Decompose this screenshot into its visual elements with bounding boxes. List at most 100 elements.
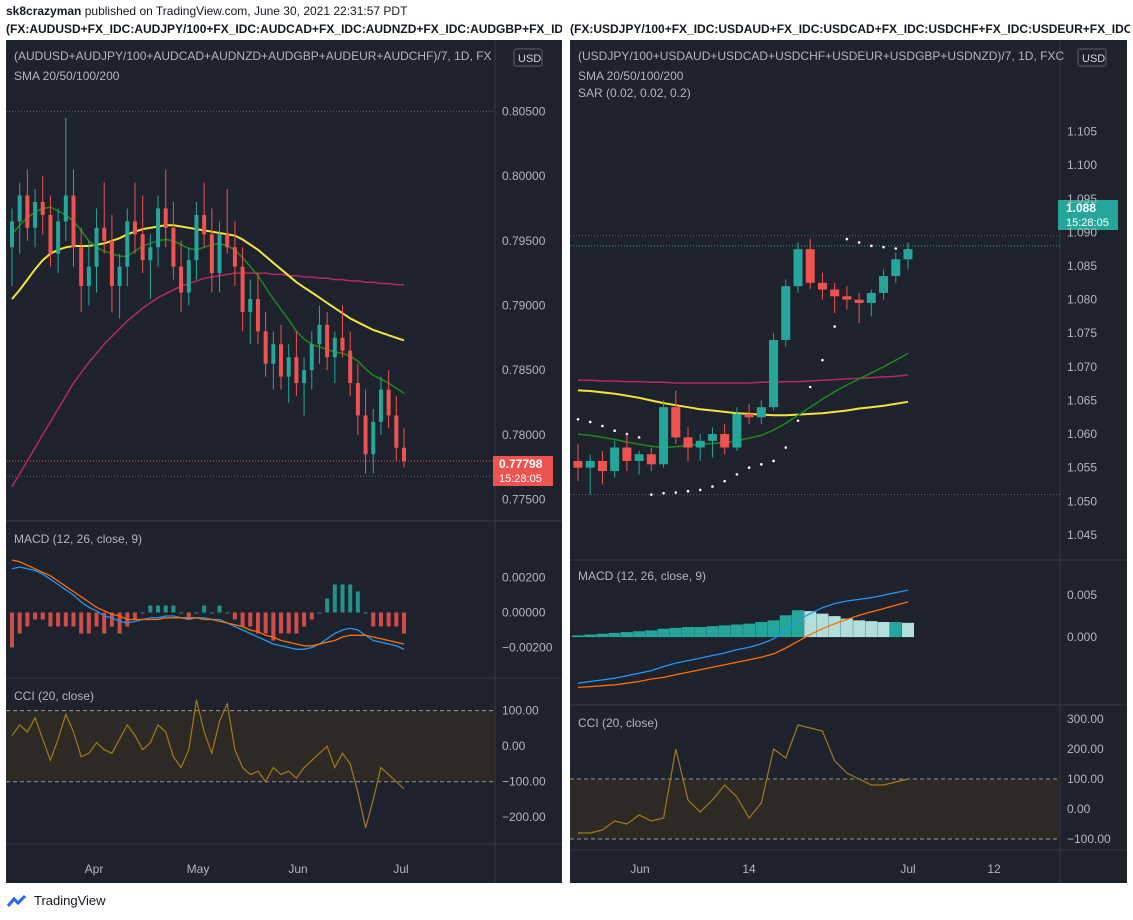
right-sar-dot — [576, 417, 580, 421]
right-macd-hist-bar — [584, 634, 597, 638]
left-price-badge — [493, 456, 553, 486]
right-candle-body — [756, 407, 766, 418]
left-macd-hist-bar — [109, 612, 114, 627]
right-sar-dot — [894, 247, 898, 250]
left-macd-hist-bar — [348, 584, 353, 613]
right-sar-dot — [613, 429, 616, 433]
right-time-label: 14 — [742, 862, 756, 876]
right-candle-body — [597, 460, 607, 472]
right-price-tick-label: 1.105 — [1067, 125, 1097, 139]
right-candle-body — [744, 413, 754, 418]
right-cci-band — [570, 779, 1060, 839]
left-candle-body — [156, 208, 161, 248]
right-candle-body — [610, 447, 620, 472]
left-macd-hist-bar — [402, 612, 406, 634]
right-sar-dot — [845, 237, 849, 241]
right-macd-hist-bar — [633, 631, 646, 638]
left-candle-body — [194, 214, 199, 261]
left-currency-badge[interactable] — [513, 48, 543, 67]
right-cci-tick-label: 0.00 — [1067, 802, 1091, 816]
right-tab-title: (FX:USDJPY/100+FX_IDC:USDAUD+FX_IDC:USDC… — [570, 22, 1130, 36]
left-candle-body — [63, 195, 68, 222]
left-macd-tick-label: 0.00200 — [502, 571, 546, 585]
left-candle-body — [240, 266, 245, 312]
right-candle-body — [854, 299, 864, 303]
left-macd-hist-bar — [163, 605, 168, 613]
right-macd-hist-bar — [828, 616, 841, 638]
right-candle-body — [879, 276, 889, 293]
right-sar-dot — [662, 491, 665, 495]
right-price-tick-label: 1.065 — [1067, 393, 1097, 407]
right-sma100-line — [578, 374, 909, 384]
left-macd-hist-bar — [302, 612, 307, 627]
left-macd-hist-bar — [209, 612, 214, 614]
left-price-tick-label: 0.77500 — [502, 493, 546, 507]
right-macd-hist-bar — [877, 622, 890, 638]
right-macd-hist-bar — [779, 615, 792, 638]
right-macd-hist-bar — [743, 623, 756, 638]
left-cci-tick-label: −100.00 — [502, 775, 546, 789]
left-candle-body — [71, 195, 76, 248]
left-signal-line — [11, 559, 405, 647]
left-macd-hist-bar — [79, 612, 84, 634]
right-price-badge-text: 1.088 — [1066, 201, 1096, 215]
left-candle-body — [10, 221, 14, 248]
left-macd-hist-bar — [25, 612, 30, 627]
left-macd-hist-bar — [340, 584, 345, 613]
right-price-tick-label: 1.070 — [1067, 360, 1097, 374]
left-macd-tick-label: 0.00000 — [502, 606, 546, 620]
left-chart-svg[interactable]: (AUDUSD+AUDJPY/100+AUDCAD+AUDNZD+AUDGBP+… — [6, 40, 562, 883]
left-macd-hist-bar — [232, 612, 237, 620]
left-cci-tick-label: −200.00 — [502, 810, 546, 824]
right-macd-hist-bar — [706, 626, 719, 638]
right-macd-hist-bar — [657, 628, 670, 638]
right-sar-label: SAR (0.02, 0.02, 0.2) — [578, 86, 691, 100]
left-macd-hist-bar — [10, 612, 14, 648]
right-candle-body — [817, 282, 827, 290]
left-symbol-label: (AUDUSD+AUDJPY/100+AUDCAD+AUDNZD+AUDGBP+… — [14, 49, 491, 63]
left-price-tick-label: 0.79000 — [502, 298, 546, 312]
right-sar-dot — [711, 485, 714, 488]
right-candle-body — [793, 249, 803, 287]
left-candle-body — [225, 234, 230, 248]
left-candle-body — [148, 247, 153, 261]
right-cci-label: CCI (20, close) — [578, 716, 658, 730]
right-macd-hist-bar — [620, 632, 633, 638]
left-macd-hist-bar — [248, 612, 253, 627]
right-signal-line — [577, 601, 909, 689]
left-candle-body — [25, 195, 30, 228]
left-price-badge-text: 0.77798 — [499, 457, 543, 471]
left-chart-panel[interactable]: (AUDUSD+AUDJPY/100+AUDCAD+AUDNZD+AUDGBP+… — [6, 40, 562, 883]
right-macd-hist-bar — [840, 618, 853, 638]
right-chart-panel[interactable]: (USDJPY/100+USDAUD+USDCAD+USDCHF+USDEUR+… — [570, 40, 1127, 883]
left-countdown-text: 15:28:05 — [499, 473, 542, 485]
left-candle-body — [179, 266, 184, 293]
left-candle-body — [394, 415, 399, 448]
left-candle-body — [217, 234, 222, 274]
left-macd-hist-bar — [132, 612, 137, 620]
right-symbol-label: (USDJPY/100+USDAUD+USDCAD+USDCHF+USDEUR+… — [578, 49, 1064, 63]
right-chart-svg[interactable]: (USDJPY/100+USDAUD+USDCAD+USDCHF+USDEUR+… — [570, 40, 1127, 883]
left-macd-hist-bar — [148, 605, 153, 613]
right-sar-dot — [784, 446, 788, 449]
left-macd-hist-bar — [255, 612, 260, 634]
tradingview-logo[interactable]: TradingView — [6, 893, 106, 908]
left-macd-hist-bar — [71, 612, 76, 627]
right-macd-hist-bar — [889, 622, 902, 638]
left-sma50-line — [11, 224, 405, 342]
left-macd-hist-bar — [63, 612, 68, 627]
left-candle-body — [117, 266, 122, 287]
left-candle-body — [325, 324, 330, 358]
left-candle-body — [294, 357, 299, 384]
left-candle-body — [48, 214, 53, 254]
left-time-label: Jun — [288, 862, 307, 876]
left-time-label: Apr — [85, 862, 104, 876]
left-macd-hist-bar — [17, 612, 22, 634]
left-macd-hist-bar — [325, 598, 330, 613]
right-currency-badge[interactable] — [1077, 48, 1107, 67]
left-macd-hist-bar — [386, 612, 391, 627]
right-sar-dot — [588, 420, 592, 424]
tradingview-logo-icon — [6, 894, 27, 907]
left-candle-body — [79, 247, 84, 287]
author-name[interactable]: sk8crazyman — [6, 4, 82, 18]
